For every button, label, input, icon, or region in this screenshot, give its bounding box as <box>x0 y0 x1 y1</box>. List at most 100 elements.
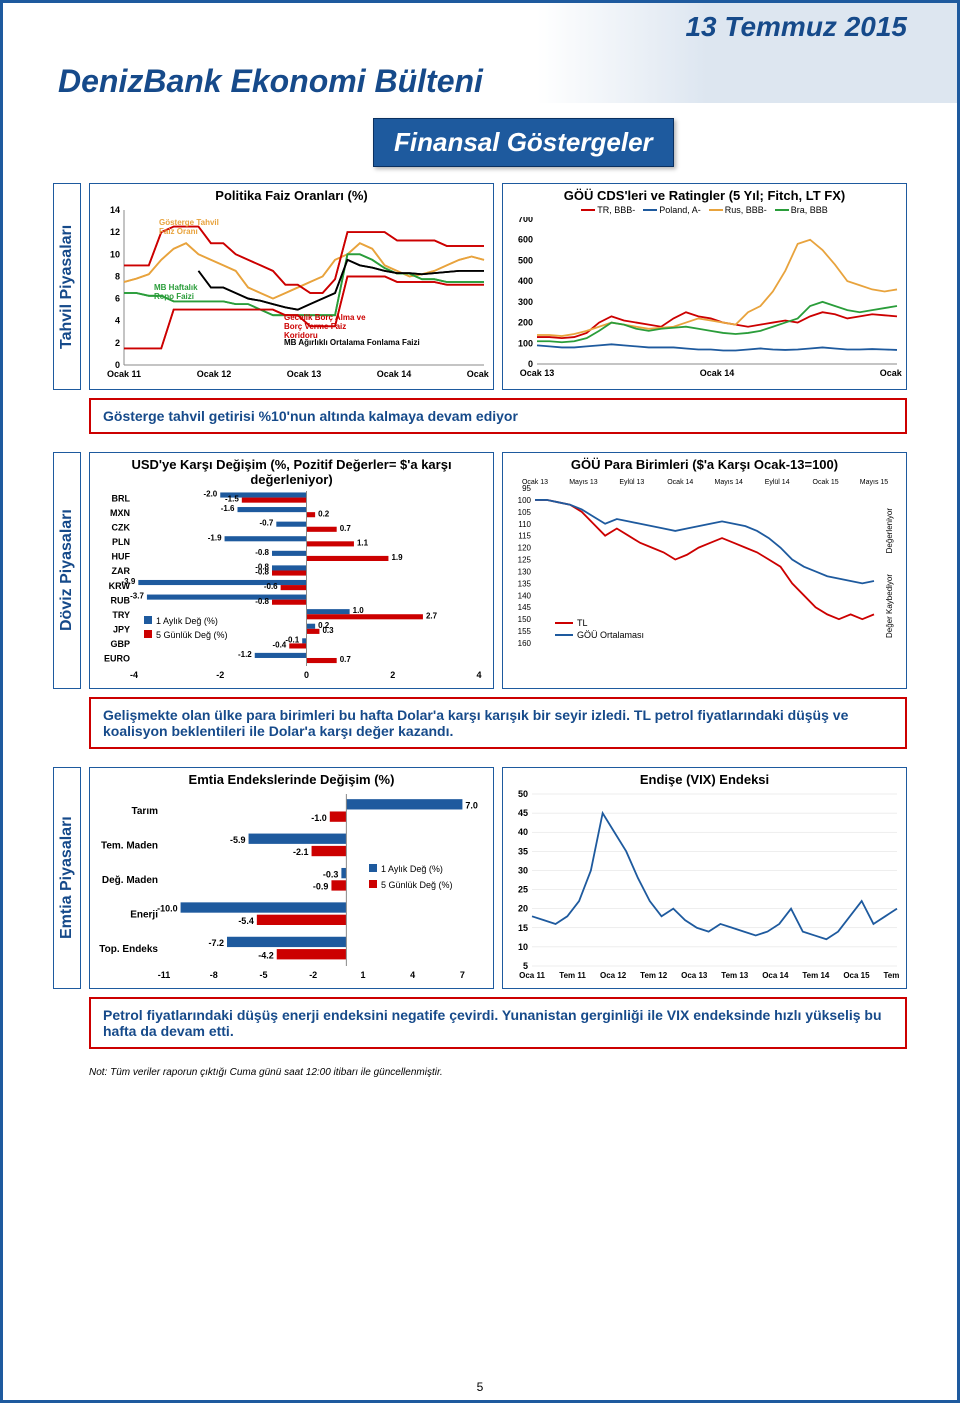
svg-text:0: 0 <box>304 670 309 680</box>
svg-text:25: 25 <box>518 885 528 895</box>
svg-text:Eylül 14: Eylül 14 <box>765 479 790 486</box>
bonds-row: Tahvil Piyasaları Politika Faiz Oranları… <box>53 183 907 390</box>
chart-em-fx: GÖÜ Para Birimleri ($'a Karşı Ocak-13=10… <box>502 452 907 689</box>
svg-text:160: 160 <box>518 639 532 648</box>
svg-text:Tem 15: Tem 15 <box>884 971 902 980</box>
svg-text:HUF: HUF <box>112 552 131 562</box>
chart2-svg: 0100200300400500600700Ocak 13Ocak 14Ocak… <box>507 217 902 382</box>
chart3-svg: BRL-2.0-1.5MXN-1.60.2CZK-0.70.7PLN-1.91.… <box>94 489 489 684</box>
svg-text:600: 600 <box>518 235 533 245</box>
svg-text:30: 30 <box>518 865 528 875</box>
svg-text:100: 100 <box>518 338 533 348</box>
svg-text:BRL: BRL <box>112 493 131 503</box>
svg-text:JPY: JPY <box>113 625 130 635</box>
svg-text:4: 4 <box>410 970 415 980</box>
svg-text:-4: -4 <box>130 670 138 680</box>
svg-text:Repo Faizi: Repo Faizi <box>154 292 194 301</box>
svg-text:Ocak 13: Ocak 13 <box>522 479 548 486</box>
bonds-note: Gösterge tahvil getirisi %10'nun altında… <box>89 398 907 434</box>
svg-text:110: 110 <box>518 520 531 529</box>
svg-text:700: 700 <box>518 217 533 224</box>
content: Tahvil Piyasaları Politika Faiz Oranları… <box>3 173 957 1088</box>
svg-text:Ocak 15: Ocak 15 <box>467 369 489 379</box>
svg-text:MXN: MXN <box>110 508 130 518</box>
svg-text:Ocak 12: Ocak 12 <box>197 369 232 379</box>
svg-text:-5: -5 <box>259 970 267 980</box>
svg-text:Ocak 11: Ocak 11 <box>107 369 141 379</box>
svg-text:8: 8 <box>115 271 120 281</box>
commodity-label: Emtia Piyasaları <box>53 767 81 989</box>
commodity-note: Petrol fiyatlarındaki düşüş enerji endek… <box>89 997 907 1049</box>
svg-text:MB Ağırlıklı Ortalama Fonlama: MB Ağırlıklı Ortalama Fonlama Faizi <box>284 338 420 347</box>
svg-text:5 Günlük Değ (%): 5 Günlük Değ (%) <box>156 630 228 640</box>
svg-text:Ocak 14: Ocak 14 <box>667 479 693 486</box>
svg-text:130: 130 <box>518 567 532 576</box>
svg-text:Borç Verme Faiz: Borç Verme Faiz <box>284 322 346 331</box>
chart6-svg: 5101520253035404550Oca 11Tem 11Oca 12Tem… <box>507 789 902 984</box>
chart6-title: Endişe (VIX) Endeksi <box>507 772 902 787</box>
svg-text:GBP: GBP <box>110 639 130 649</box>
report-date: 13 Temmuz 2015 <box>685 11 907 43</box>
svg-text:-2: -2 <box>309 970 317 980</box>
chart4-title: GÖÜ Para Birimleri ($'a Karşı Ocak-13=10… <box>507 457 902 472</box>
svg-text:-5.9: -5.9 <box>230 835 246 845</box>
svg-text:Tem 12: Tem 12 <box>640 971 668 980</box>
svg-text:ZAR: ZAR <box>112 566 131 576</box>
svg-text:2: 2 <box>390 670 395 680</box>
svg-text:40: 40 <box>518 827 528 837</box>
svg-text:EURO: EURO <box>104 654 130 664</box>
svg-text:135: 135 <box>518 579 532 588</box>
svg-text:-11: -11 <box>158 970 171 980</box>
svg-text:-0.7: -0.7 <box>260 519 274 528</box>
svg-text:GÖÜ Ortalaması: GÖÜ Ortalaması <box>577 630 644 640</box>
svg-text:Mayıs 14: Mayıs 14 <box>715 479 744 486</box>
svg-text:Oca 14: Oca 14 <box>762 971 789 980</box>
brand-title: DenizBank Ekonomi Bülteni <box>58 63 483 100</box>
svg-text:6: 6 <box>115 294 120 304</box>
svg-text:-0.9: -0.9 <box>313 882 329 892</box>
fx-note: Gelişmekte olan ülke para birimleri bu h… <box>89 697 907 749</box>
chart4-svg: 9510010511011512012513013514014515015516… <box>507 474 902 669</box>
svg-text:20: 20 <box>518 904 528 914</box>
svg-text:Ocak 13: Ocak 13 <box>287 369 322 379</box>
chart-policy-rates: Politika Faiz Oranları (%) 02468101214Oc… <box>89 183 494 390</box>
svg-text:5: 5 <box>523 961 528 971</box>
chart-cds: GÖÜ CDS'leri ve Ratingler (5 Yıl; Fitch,… <box>502 183 907 390</box>
svg-text:-7.2: -7.2 <box>208 938 224 948</box>
svg-text:Değ. Maden: Değ. Maden <box>102 875 158 886</box>
svg-text:45: 45 <box>518 808 528 818</box>
svg-text:-2.0: -2.0 <box>203 490 217 499</box>
chart1-svg: 02468101214Ocak 11Ocak 12Ocak 13Ocak 14O… <box>94 205 489 385</box>
svg-text:Gösterge Tahvil: Gösterge Tahvil <box>159 218 219 227</box>
svg-text:TRY: TRY <box>112 610 130 620</box>
svg-text:Değerleniyor: Değerleniyor <box>885 508 894 554</box>
svg-text:140: 140 <box>518 591 532 600</box>
svg-text:-0.1: -0.1 <box>285 635 299 644</box>
svg-text:100: 100 <box>518 496 532 505</box>
document-page: 13 Temmuz 2015 DenizBank Ekonomi Bülteni… <box>0 0 960 1403</box>
svg-text:Oca 11: Oca 11 <box>519 971 545 980</box>
svg-text:RUB: RUB <box>111 595 131 605</box>
svg-text:-3.7: -3.7 <box>130 592 144 601</box>
bonds-label: Tahvil Piyasaları <box>53 183 81 390</box>
svg-text:Top. Endeks: Top. Endeks <box>99 944 158 955</box>
svg-text:-2.1: -2.1 <box>293 847 309 857</box>
svg-text:500: 500 <box>518 255 533 265</box>
svg-text:-1.2: -1.2 <box>238 650 252 659</box>
svg-text:120: 120 <box>518 544 532 553</box>
svg-text:-0.4: -0.4 <box>272 641 286 650</box>
svg-text:-8: -8 <box>210 970 218 980</box>
fx-row: Döviz Piyasaları USD'ye Karşı Değişim (%… <box>53 452 907 689</box>
chart-vix: Endişe (VIX) Endeksi 5101520253035404550… <box>502 767 907 989</box>
svg-text:-0.3: -0.3 <box>323 869 339 879</box>
svg-text:-5.4: -5.4 <box>238 916 254 926</box>
svg-text:Enerji: Enerji <box>130 909 158 920</box>
svg-text:145: 145 <box>518 603 532 612</box>
svg-text:1.1: 1.1 <box>357 538 369 547</box>
svg-text:Tem. Maden: Tem. Maden <box>101 841 158 852</box>
svg-text:-1.9: -1.9 <box>208 533 222 542</box>
svg-text:Ocak 14: Ocak 14 <box>700 368 735 378</box>
svg-text:4: 4 <box>476 670 481 680</box>
svg-text:0.3: 0.3 <box>322 626 334 635</box>
chart2-legend: TR, BBB-Poland, A-Rus, BBB-Bra, BBB <box>507 205 902 215</box>
